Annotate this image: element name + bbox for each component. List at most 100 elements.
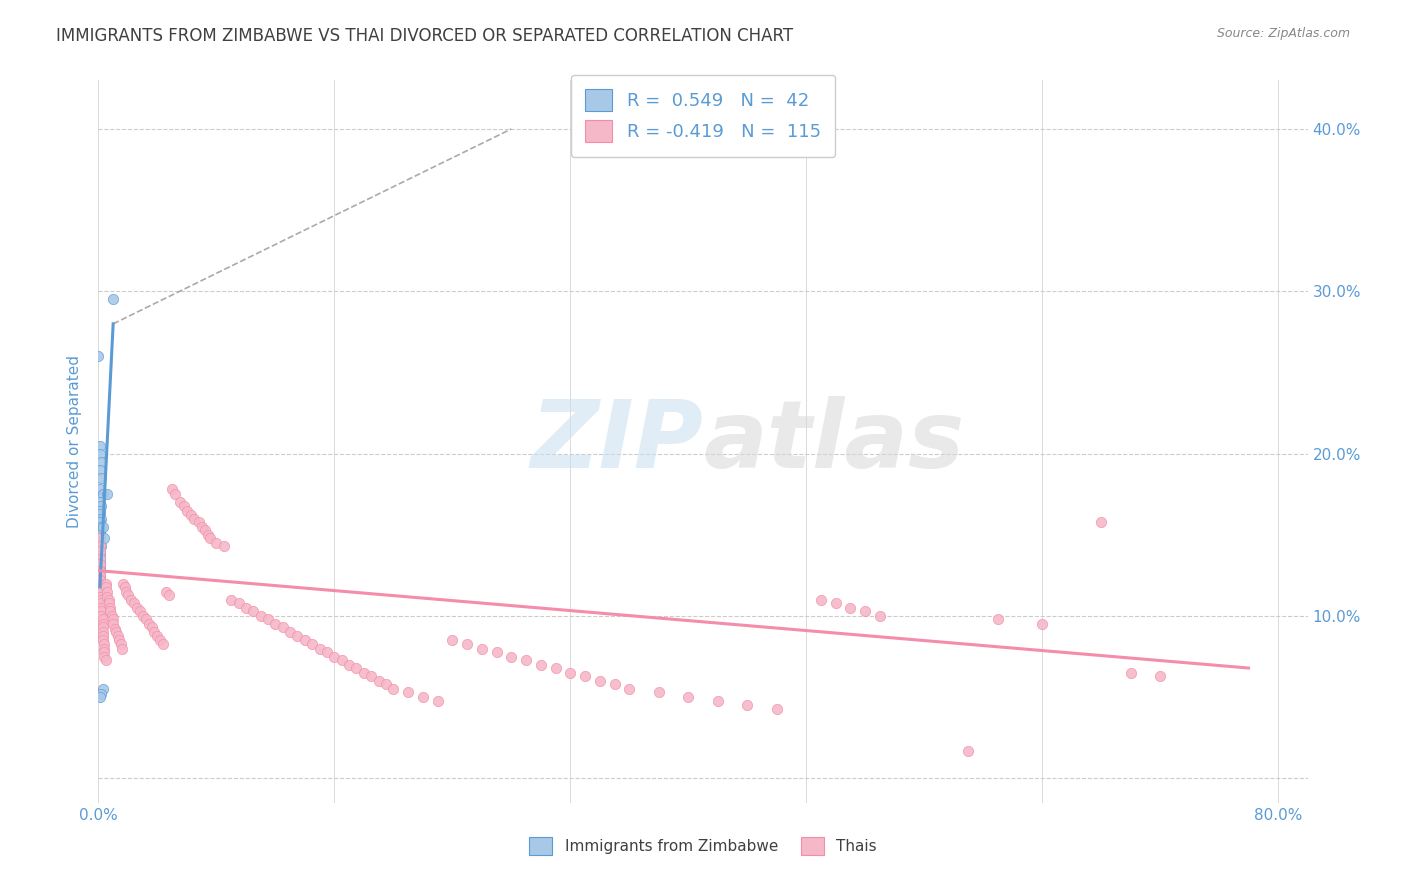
Point xyxy=(1119,665,1142,680)
Y-axis label: Divorced or Separated: Divorced or Separated xyxy=(67,355,83,528)
Point xyxy=(91,629,114,643)
Point xyxy=(155,584,177,599)
Point xyxy=(89,515,111,529)
Point xyxy=(93,637,115,651)
Point xyxy=(765,701,787,715)
Point xyxy=(589,673,612,688)
Point xyxy=(89,588,111,602)
Point xyxy=(89,564,111,578)
Point xyxy=(89,552,111,566)
Point xyxy=(471,641,494,656)
Point xyxy=(89,439,111,453)
Point xyxy=(515,653,537,667)
Point xyxy=(114,580,136,594)
Text: atlas: atlas xyxy=(703,395,965,488)
Point xyxy=(105,625,128,640)
Point xyxy=(152,637,174,651)
Point xyxy=(89,483,111,497)
Point xyxy=(90,601,112,615)
Point xyxy=(131,609,153,624)
Point xyxy=(205,536,228,550)
Point xyxy=(367,673,389,688)
Point xyxy=(89,590,111,604)
Point xyxy=(101,612,124,626)
Point xyxy=(308,641,330,656)
Point xyxy=(257,612,280,626)
Point xyxy=(1031,617,1053,632)
Point xyxy=(94,576,117,591)
Point xyxy=(122,596,145,610)
Point xyxy=(869,609,891,624)
Point xyxy=(287,629,309,643)
Point xyxy=(337,657,360,672)
Point xyxy=(839,601,862,615)
Point xyxy=(89,531,111,545)
Point xyxy=(89,548,111,562)
Point xyxy=(176,503,198,517)
Point xyxy=(485,645,508,659)
Point xyxy=(735,698,758,713)
Point xyxy=(90,584,112,599)
Point xyxy=(91,633,114,648)
Point xyxy=(228,596,250,610)
Point xyxy=(90,499,112,513)
Point xyxy=(89,524,111,539)
Point xyxy=(89,463,111,477)
Point xyxy=(91,617,114,632)
Point xyxy=(648,685,671,699)
Point xyxy=(353,665,375,680)
Point xyxy=(111,641,134,656)
Point xyxy=(264,617,287,632)
Point xyxy=(90,539,112,553)
Point xyxy=(110,637,132,651)
Point xyxy=(360,669,382,683)
Point xyxy=(89,590,111,604)
Point xyxy=(544,661,567,675)
Point xyxy=(146,629,169,643)
Point xyxy=(346,661,368,675)
Text: IMMIGRANTS FROM ZIMBABWE VS THAI DIVORCED OR SEPARATED CORRELATION CHART: IMMIGRANTS FROM ZIMBABWE VS THAI DIVORCE… xyxy=(56,27,793,45)
Point xyxy=(89,568,111,582)
Point xyxy=(149,633,172,648)
Point xyxy=(160,483,183,497)
Point xyxy=(89,576,111,591)
Point xyxy=(165,487,187,501)
Point xyxy=(93,531,115,545)
Point xyxy=(242,604,264,618)
Point xyxy=(101,293,124,307)
Point xyxy=(91,682,114,697)
Point xyxy=(456,637,478,651)
Point xyxy=(89,552,111,566)
Point xyxy=(104,622,127,636)
Point xyxy=(89,544,111,558)
Point xyxy=(87,531,110,545)
Point xyxy=(143,625,166,640)
Point xyxy=(249,609,271,624)
Point xyxy=(89,557,111,571)
Point xyxy=(235,601,257,615)
Point xyxy=(141,620,163,634)
Point xyxy=(97,596,120,610)
Point xyxy=(853,604,876,618)
Point xyxy=(89,568,111,582)
Point xyxy=(89,536,111,550)
Point xyxy=(89,564,111,578)
Text: ZIP: ZIP xyxy=(530,395,703,488)
Point xyxy=(89,539,111,553)
Point xyxy=(98,601,121,615)
Point xyxy=(115,584,138,599)
Point xyxy=(574,669,596,683)
Point xyxy=(89,503,111,517)
Point xyxy=(426,693,449,707)
Point xyxy=(89,580,111,594)
Point xyxy=(112,576,135,591)
Point xyxy=(90,592,112,607)
Point xyxy=(89,528,111,542)
Point xyxy=(89,507,111,521)
Point xyxy=(117,588,139,602)
Point xyxy=(169,495,191,509)
Point xyxy=(91,625,114,640)
Point xyxy=(271,620,294,634)
Point xyxy=(107,629,129,643)
Point xyxy=(89,576,111,591)
